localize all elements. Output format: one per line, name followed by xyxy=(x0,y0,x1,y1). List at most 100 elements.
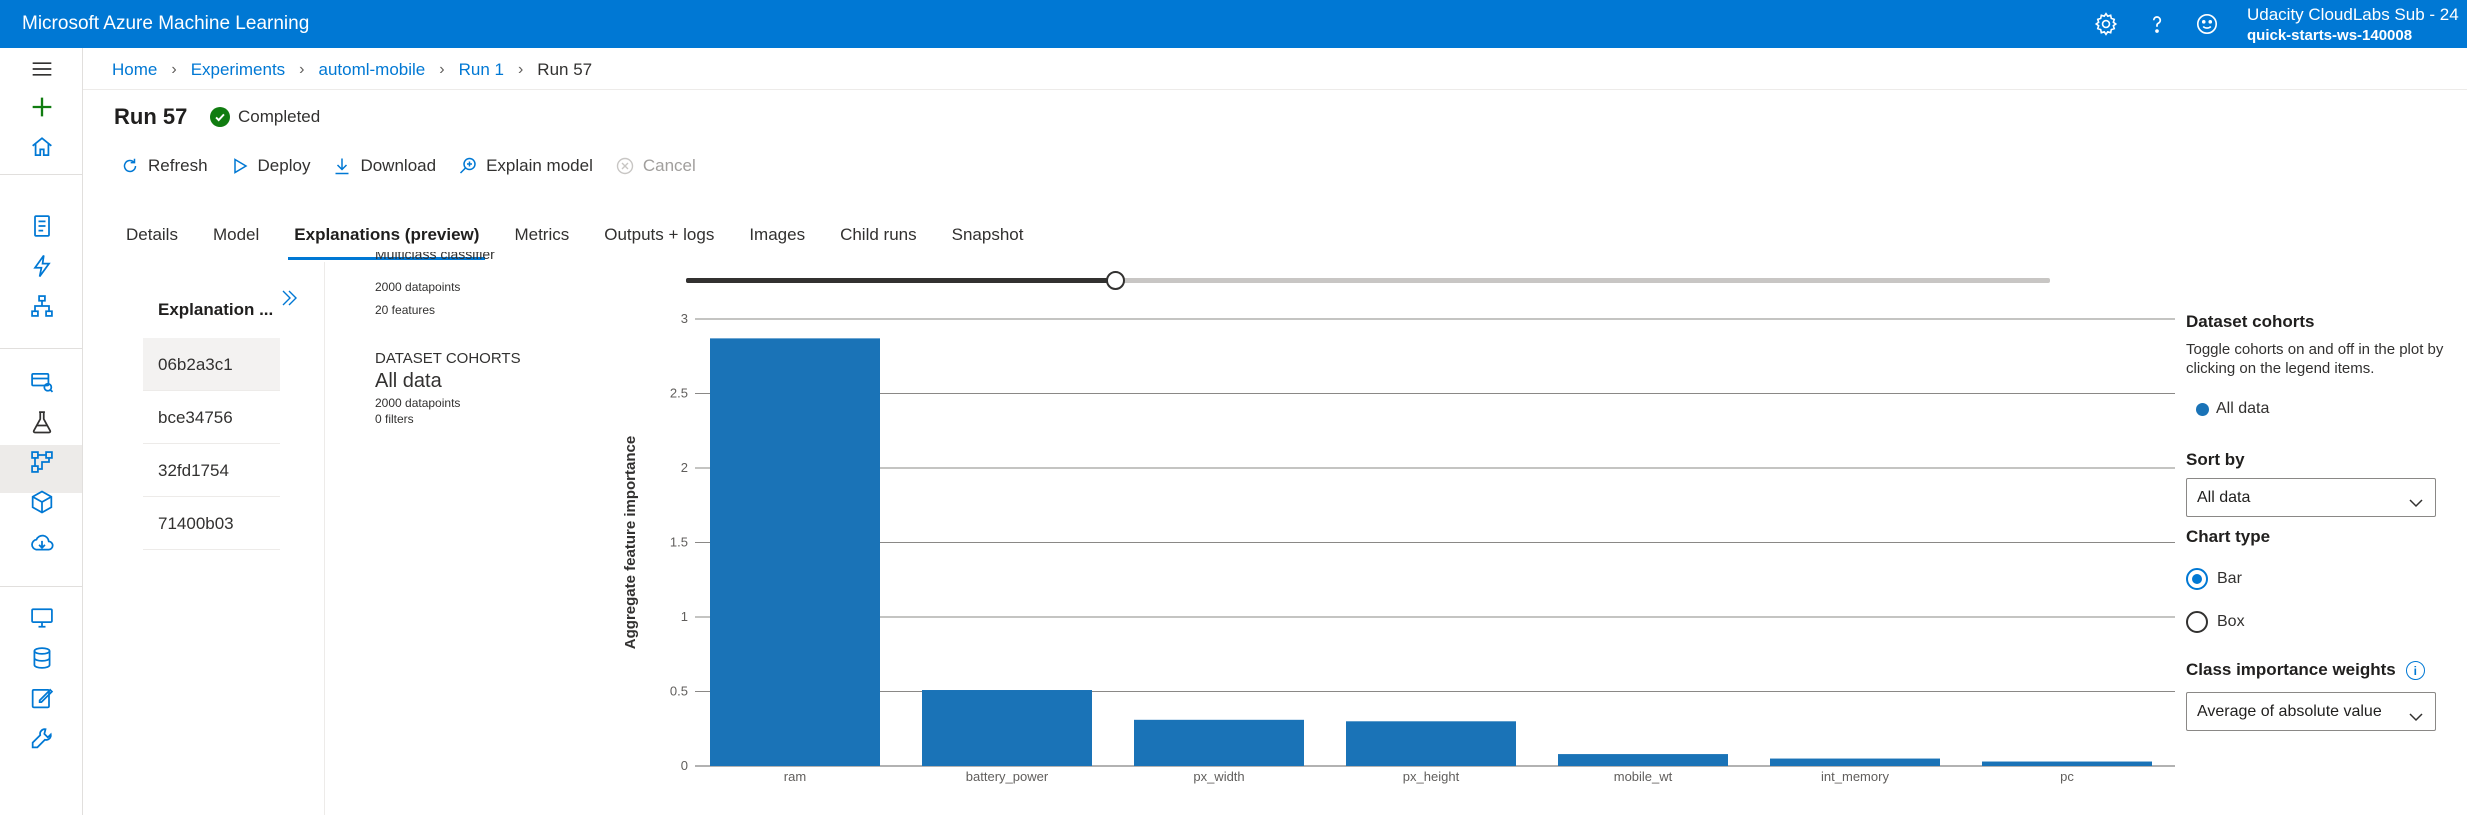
explanation-item[interactable]: 06b2a3c1 xyxy=(143,338,280,391)
bar xyxy=(1770,758,1940,766)
tab-outputs-logs[interactable]: Outputs + logs xyxy=(604,225,715,244)
class-importance-weights-text: Class importance weights xyxy=(2186,660,2396,679)
tab-model[interactable]: Model xyxy=(212,225,260,244)
explanation-list-header: Explanation ... xyxy=(158,300,274,319)
chevron-right-icon: › xyxy=(171,61,177,78)
slider-fill xyxy=(686,278,1116,283)
home-icon[interactable] xyxy=(28,133,56,161)
left-nav xyxy=(0,48,83,815)
refresh-label: Refresh xyxy=(148,156,208,175)
chevron-right-icon: › xyxy=(299,61,305,78)
tab-metrics[interactable]: Metrics xyxy=(514,225,570,244)
nav-divider xyxy=(0,348,82,349)
breadcrumb-experiments[interactable]: Experiments xyxy=(190,60,286,79)
y-tick-label: 1.5 xyxy=(670,535,688,550)
y-tick-label: 2 xyxy=(681,460,688,475)
help-icon[interactable] xyxy=(2144,11,2170,37)
hamburger-menu-icon[interactable] xyxy=(28,55,56,83)
explain-search-icon xyxy=(458,156,478,176)
refresh-button[interactable]: Refresh xyxy=(120,156,208,176)
cancel-label: Cancel xyxy=(642,156,696,175)
explanation-item[interactable]: 32fd1754 xyxy=(143,444,280,497)
x-tick-label: pc xyxy=(2060,769,2074,784)
notebook-icon[interactable] xyxy=(28,212,56,240)
labeling-edit-icon[interactable] xyxy=(28,684,56,712)
tab-snapshot[interactable]: Snapshot xyxy=(951,225,1024,244)
chart-type-bar-label: Bar xyxy=(2217,570,2242,587)
account-menu[interactable]: Udacity CloudLabs Sub - 24 quick-starts-… xyxy=(2247,3,2467,47)
top-features-slider[interactable] xyxy=(686,271,2050,290)
bar xyxy=(1346,721,1516,766)
bar xyxy=(1982,761,2152,766)
y-axis-label: Aggregate feature importance xyxy=(622,436,639,649)
y-tick-label: 2.5 xyxy=(670,386,688,401)
explanation-list: Explanation ... 06b2a3c1 bce34756 32fd17… xyxy=(143,282,280,550)
breadcrumb-parent-run[interactable]: Run 1 xyxy=(458,60,504,79)
chart-type-bar-option[interactable]: Bar xyxy=(2186,568,2242,590)
slider-thumb[interactable] xyxy=(1105,271,1125,290)
collapse-chevron-icon[interactable] xyxy=(278,287,300,309)
experiments-flask-icon[interactable] xyxy=(28,408,56,436)
model-type-text: Multiclass classifier xyxy=(375,252,495,262)
chevron-right-icon: › xyxy=(517,61,524,78)
x-tick-label: int_memory xyxy=(1821,769,1889,784)
deploy-button[interactable]: Deploy xyxy=(230,156,310,176)
datasets-icon[interactable] xyxy=(28,368,56,396)
sort-by-label: Sort by xyxy=(2186,450,2245,469)
breadcrumb-experiment[interactable]: automl-mobile xyxy=(318,60,426,79)
models-cube-icon[interactable] xyxy=(28,488,56,516)
cohort-datapoints: 2000 datapoints xyxy=(375,396,461,410)
explanation-item[interactable]: bce34756 xyxy=(143,391,280,444)
explain-model-label: Explain model xyxy=(486,156,593,175)
explanation-item[interactable]: 71400b03 xyxy=(143,497,280,550)
breadcrumb-home[interactable]: Home xyxy=(112,60,158,79)
legend-item[interactable]: All data xyxy=(2196,400,2269,418)
dataset-cohorts-heading: DATASET COHORTS xyxy=(375,350,521,367)
cancel-button[interactable]: Cancel xyxy=(615,156,696,176)
tab-details[interactable]: Details xyxy=(126,225,178,244)
class-importance-weights-label: Class importance weights i xyxy=(2186,660,2425,681)
gear-icon[interactable] xyxy=(2093,11,2119,37)
pipelines-icon[interactable] xyxy=(28,448,56,476)
x-tick-label: ram xyxy=(784,769,806,784)
breadcrumb-current: Run 57 xyxy=(537,60,593,79)
linked-services-icon[interactable] xyxy=(28,724,56,752)
refresh-icon xyxy=(120,156,140,176)
automl-lightning-icon[interactable] xyxy=(28,252,56,280)
chart-type-box-label: Box xyxy=(2217,613,2245,630)
y-tick-label: 0 xyxy=(681,758,688,773)
chevron-right-icon: › xyxy=(439,61,445,78)
compute-monitor-icon[interactable] xyxy=(28,604,56,632)
tab-explanations[interactable]: Explanations (preview) xyxy=(288,220,486,260)
info-icon[interactable]: i xyxy=(2405,661,2425,681)
designer-icon[interactable] xyxy=(28,292,56,320)
header-divider xyxy=(83,89,2467,90)
sort-by-dropdown[interactable]: All data xyxy=(2186,478,2436,517)
download-button[interactable]: Download xyxy=(332,156,436,176)
radio-button[interactable] xyxy=(2186,611,2208,633)
endpoints-cloud-icon[interactable] xyxy=(28,528,56,556)
chart-type-box-option[interactable]: Box xyxy=(2186,611,2245,633)
sort-by-value: All data xyxy=(2197,489,2251,506)
feedback-smiley-icon[interactable] xyxy=(2194,11,2220,37)
explain-model-button[interactable]: Explain model xyxy=(458,156,593,176)
plus-icon[interactable] xyxy=(28,93,56,121)
pane-divider xyxy=(324,262,325,815)
x-tick-label: px_width xyxy=(1193,769,1244,784)
chart-type-label: Chart type xyxy=(2186,527,2271,546)
checkmark-icon xyxy=(210,107,230,127)
radio-button-selected[interactable] xyxy=(2186,568,2208,590)
class-weights-dropdown[interactable]: Average of absolute value xyxy=(2186,692,2436,731)
feature-importance-chart: 0 0.5 1 1.5 2 2.5 3 Aggregate feature importanc… xyxy=(622,311,2175,784)
tab-child-runs[interactable]: Child runs xyxy=(840,225,917,244)
bar xyxy=(710,338,880,766)
x-tick-label: mobile_wt xyxy=(1614,769,1673,784)
datastores-database-icon[interactable] xyxy=(28,644,56,672)
account-name: Udacity CloudLabs Sub - 24 xyxy=(2247,5,2459,24)
tab-images[interactable]: Images xyxy=(749,225,806,244)
app-title[interactable]: Microsoft Azure Machine Learning xyxy=(22,13,310,34)
nav-divider xyxy=(0,586,82,587)
dataset-cohorts-title: Dataset cohorts xyxy=(2186,312,2315,331)
page-title: Run 57 xyxy=(114,104,188,129)
workspace-name: quick-starts-ws-140008 xyxy=(2247,27,2413,44)
